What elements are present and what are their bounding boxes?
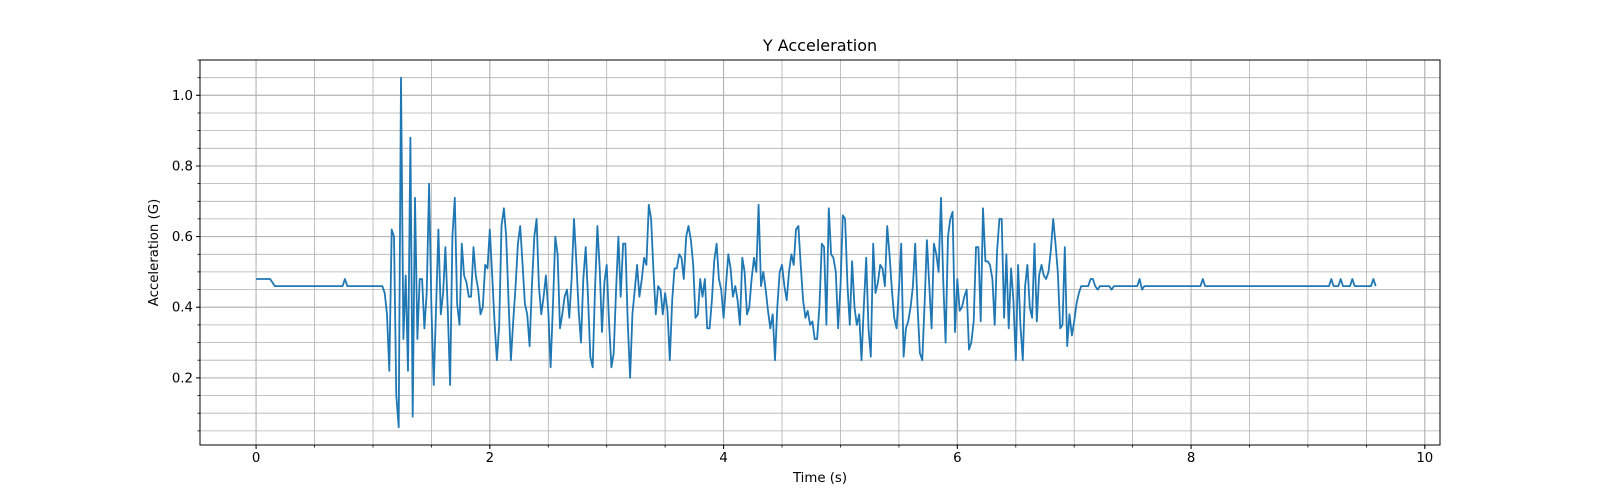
x-axis-label: Time (s) — [792, 471, 847, 486]
chart-title: Y Acceleration — [762, 36, 877, 55]
y-tick-label: 0.8 — [172, 160, 193, 175]
y-tick-label: 0.4 — [172, 301, 193, 316]
y-axis-ticks: 0.2 0.4 0.6 0.8 1.0 — [172, 59, 200, 432]
x-tick-label: 2 — [486, 451, 494, 466]
series-line — [256, 76, 1377, 429]
plot-area — [200, 60, 1440, 445]
y-tick-label: 0.6 — [172, 230, 193, 245]
x-tick-label: 4 — [719, 451, 727, 466]
y-tick-label: 0.2 — [172, 371, 193, 386]
x-axis-ticks: 0 2 4 6 8 10 — [252, 445, 1433, 466]
plot-frame — [199, 59, 1441, 446]
x-tick-label: 0 — [252, 451, 260, 466]
x-tick-label: 6 — [953, 451, 961, 466]
y-tick-label: 1.0 — [172, 89, 193, 104]
x-tick-label: 10 — [1416, 451, 1433, 466]
y-axis-label: Acceleration (G) — [147, 199, 162, 307]
x-tick-label: 8 — [1187, 451, 1195, 466]
